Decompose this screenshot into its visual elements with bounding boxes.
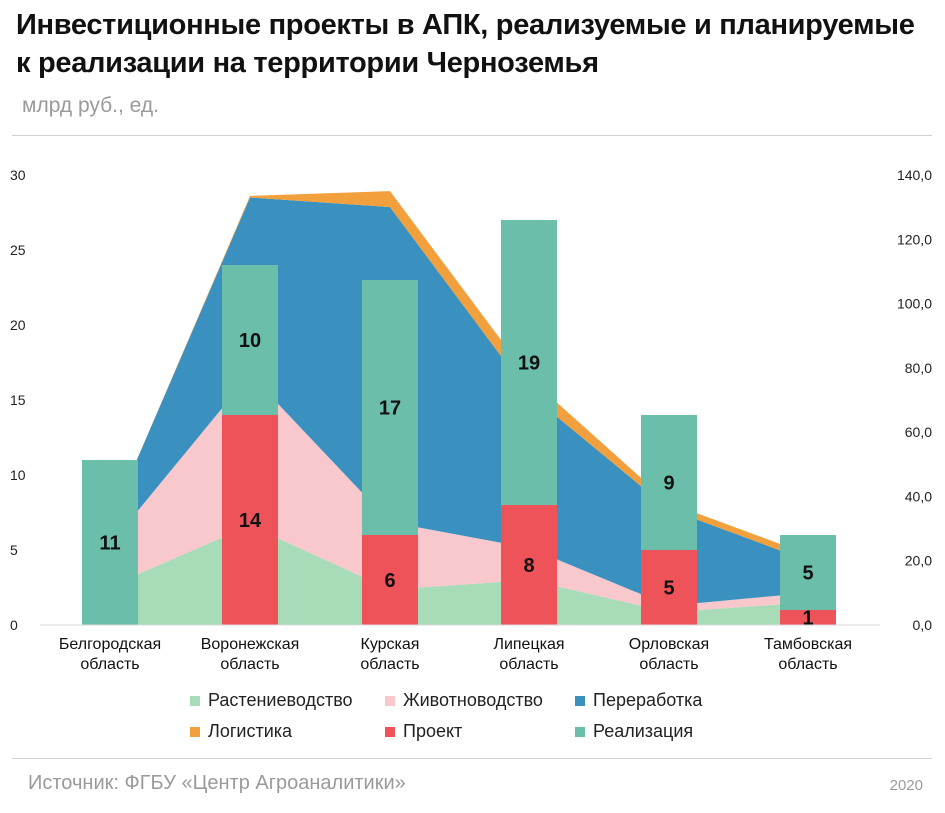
page-subtitle: млрд руб., ед. (22, 94, 159, 117)
bar-realizaciya-5 (641, 415, 697, 550)
bar-proekt-4 (501, 505, 557, 625)
bar-realizaciya-3 (362, 280, 418, 535)
legend-label: Животноводство (403, 690, 543, 710)
legend-label: Переработка (593, 690, 703, 710)
legend-label: Реализация (593, 721, 694, 741)
data-label: 14 (239, 510, 262, 532)
data-label: 5 (663, 578, 674, 600)
left-axis: 0 5 10 15 20 25 30 (10, 167, 26, 633)
data-label: 17 (379, 398, 401, 420)
category-label: Белгородская область (59, 636, 161, 673)
right-tick-label: 20,0 (905, 553, 932, 569)
legend-swatch (385, 695, 395, 706)
category-label: Орловская область (629, 636, 709, 673)
legend-label: Логистика (208, 721, 293, 741)
legend-swatch (190, 726, 200, 737)
left-tick-label: 10 (10, 467, 26, 483)
source-note: Источник: ФГБУ «Центр Агроаналитики» (28, 772, 406, 794)
category-label: Липецкая область (493, 636, 564, 673)
legend-swatch (575, 695, 585, 706)
data-label: 5 (802, 563, 813, 585)
category-label: Воронежская область (201, 636, 300, 673)
legend-item: Животноводство (385, 690, 575, 711)
bar-layer: 01114106178195915 (82, 220, 836, 630)
right-tick-label: 40,0 (905, 488, 932, 504)
left-tick-label: 5 (10, 542, 18, 558)
data-label: 10 (239, 330, 261, 352)
data-label: 19 (518, 353, 540, 375)
right-tick-label: 60,0 (905, 424, 932, 440)
bar-proekt-3 (362, 535, 418, 625)
legend-label: Растениеводство (208, 690, 353, 710)
legend-swatch (385, 726, 395, 737)
data-label: 11 (99, 533, 120, 555)
right-tick-label: 120,0 (897, 231, 932, 247)
data-label: 8 (523, 555, 534, 577)
right-tick-label: 100,0 (897, 296, 932, 312)
legend-item: Растениеводство (190, 690, 385, 711)
area-3 (110, 197, 808, 606)
area-layer (110, 191, 808, 625)
bar-proekt-2 (222, 415, 278, 625)
data-label: 6 (384, 570, 395, 592)
area-1 (110, 525, 808, 625)
bar-realizaciya-1 (82, 460, 138, 625)
bar-realizaciya-4 (501, 220, 557, 505)
bar-proekt-5 (641, 550, 697, 625)
bar-realizaciya-6 (780, 535, 836, 610)
legend-swatch (575, 726, 585, 737)
data-label: 1 (802, 608, 813, 630)
legend-item: Логистика (190, 721, 385, 742)
right-tick-label: 0,0 (913, 617, 933, 633)
legend-item: Переработка (575, 690, 750, 711)
data-label: 9 (663, 473, 674, 495)
category-axis: Белгородская область Воронежская область Кур… (59, 636, 852, 673)
legend-label: Проект (403, 721, 463, 741)
left-tick-label: 25 (10, 242, 26, 258)
top-divider (12, 135, 932, 136)
legend-item: Реализация (575, 721, 750, 742)
page-title: Инвестиционные проекты в АПК, реализуемы… (16, 9, 915, 79)
left-tick-label: 20 (10, 317, 26, 333)
category-label: Тамбовская область (764, 636, 852, 673)
left-tick-label: 0 (10, 617, 18, 633)
right-tick-label: 140,0 (897, 167, 932, 183)
legend-item: Проект (385, 721, 575, 742)
bar-realizaciya-2 (222, 265, 278, 415)
right-axis: 0,0 20,0 40,0 60,0 80,0 100,0 120,0 140,0 (40, 167, 932, 633)
bottom-divider (12, 758, 932, 759)
legend-swatch (190, 695, 200, 706)
left-tick-label: 15 (10, 392, 26, 408)
area-2 (110, 374, 808, 613)
legend: Растениеводство Животноводство Переработка… (190, 690, 750, 742)
category-label: Курская область (360, 636, 419, 673)
left-tick-label: 30 (10, 167, 26, 183)
bar-proekt-6 (780, 610, 836, 625)
right-tick-label: 80,0 (905, 360, 932, 376)
year-label: 2020 (889, 777, 923, 794)
